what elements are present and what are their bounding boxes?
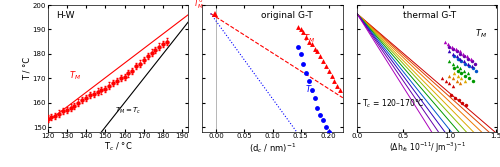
Text: T$_c$ = 120–170°C: T$_c$ = 120–170°C [362, 98, 426, 110]
X-axis label: T$_c$ / °C: T$_c$ / °C [104, 141, 132, 153]
Text: thermal G-T: thermal G-T [404, 11, 456, 20]
Text: $T_M$: $T_M$ [304, 33, 316, 45]
X-axis label: (d$_c$ / nm)$^{-1}$: (d$_c$ / nm)$^{-1}$ [249, 141, 296, 155]
Text: $T^0_M$: $T^0_M$ [192, 0, 204, 11]
Y-axis label: T / °C: T / °C [22, 57, 31, 80]
Text: $T_c$: $T_c$ [305, 84, 316, 96]
Text: H-W: H-W [56, 11, 74, 20]
X-axis label: (Δh$_{fs}$ 10$^{-11}$/ Jm$^{-3}$)$^{-1}$: (Δh$_{fs}$ 10$^{-11}$/ Jm$^{-3}$)$^{-1}$ [388, 141, 466, 155]
Text: $T_M$: $T_M$ [476, 28, 488, 40]
Text: $T_M$: $T_M$ [68, 69, 80, 82]
Text: original G-T: original G-T [261, 11, 313, 20]
Text: $T_M = T_c$: $T_M = T_c$ [115, 105, 141, 116]
